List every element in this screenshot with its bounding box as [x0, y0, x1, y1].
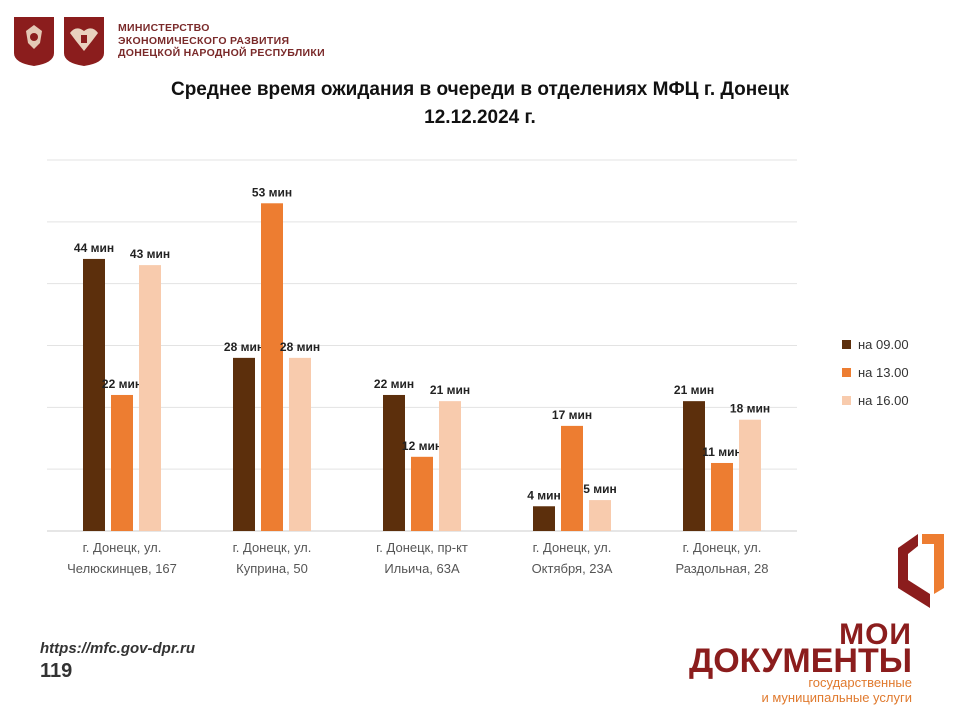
bar: [411, 456, 433, 531]
data-label: 12 мин: [402, 439, 442, 453]
category-label: Куприна, 50: [236, 561, 308, 576]
data-label: 43 мин: [130, 247, 170, 261]
category-label: Октября, 23А: [532, 561, 613, 576]
legend-label-1600: на 16.00: [858, 392, 909, 408]
category-label: г. Донецк, ул.: [83, 540, 162, 555]
legend-item-1300: на 13.00: [842, 358, 909, 386]
data-label: 5 мин: [583, 482, 617, 496]
data-label: 21 мин: [430, 383, 470, 397]
chart-title: Среднее время ожидания в очереди в отдел…: [170, 79, 790, 100]
ministry-line-1: МИНИСТЕРСТВО: [118, 22, 210, 35]
logo-subtitle-line-2: и муниципальные услуги: [761, 690, 912, 705]
data-label: 22 мин: [374, 377, 414, 391]
data-label: 53 мин: [252, 185, 292, 199]
data-label: 28 мин: [224, 340, 264, 354]
eagle-emblem-icon: [64, 17, 104, 66]
bar: [533, 506, 555, 531]
ministry-line-2: ЭКОНОМИЧЕСКОГО РАЗВИТИЯ: [118, 34, 290, 47]
logo-subtitle-line-1: государственные: [808, 675, 912, 690]
bar: [83, 258, 105, 531]
legend-item-1600: на 16.00: [842, 386, 909, 414]
logo-text-line-1: МОИ: [839, 618, 912, 651]
bar: [439, 401, 461, 531]
bar: [139, 265, 161, 531]
data-label: 11 мин: [702, 445, 742, 459]
data-label: 44 мин: [74, 241, 114, 255]
chart-subtitle: 12.12.2024 г.: [424, 107, 536, 128]
category-label: Раздольная, 28: [675, 561, 768, 576]
bar: [711, 462, 733, 531]
data-label: 4 мин: [527, 488, 561, 502]
data-label: 18 мин: [730, 402, 770, 416]
bar: [289, 357, 311, 531]
logo-subtitle: государственные и муниципальные услуги: [761, 675, 912, 705]
legend-swatch-0900: [842, 339, 851, 349]
coat-of-arms-icon: [14, 17, 54, 66]
legend-item-0900: на 09.00: [842, 330, 909, 358]
ministry-line-3: ДОНЕЦКОЙ НАРОДНОЙ РЕСПУБЛИКИ: [118, 47, 325, 60]
legend-swatch-1300: [842, 367, 851, 377]
bar: [111, 394, 133, 531]
category-label: Челюскинцев, 167: [67, 561, 177, 576]
category-label: г. Донецк, ул.: [683, 540, 762, 555]
category-label: г. Донецк, ул.: [233, 540, 312, 555]
header: МИНИСТЕРСТВО ЭКОНОМИЧЕСКОГО РАЗВИТИЯ ДОН…: [12, 14, 325, 68]
legend-label-0900: на 09.00: [858, 336, 909, 352]
legend-swatch-1600: [842, 395, 851, 405]
category-label: г. Донецк, ул.: [533, 540, 612, 555]
ministry-name: МИНИСТЕРСТВО ЭКОНОМИЧЕСКОГО РАЗВИТИЯ ДОН…: [118, 22, 325, 60]
bar: [261, 203, 283, 531]
chart-title-block: Среднее время ожидания в очереди в отдел…: [0, 76, 960, 132]
category-label: Ильича, 63А: [384, 561, 460, 576]
bar: [233, 357, 255, 531]
category-label: г. Донецк, пр-кт: [376, 540, 468, 555]
bar: [561, 425, 583, 531]
bar-chart: 44 мин 22 мин 43 мин г. Донецк, ул. Челюскин…: [47, 159, 797, 576]
bar: [683, 401, 705, 531]
page-number: 119: [40, 660, 73, 682]
bar: [383, 394, 405, 531]
legend-label-1300: на 13.00: [858, 364, 909, 380]
logo-mark-icon: [898, 534, 944, 608]
bar: [589, 500, 611, 531]
data-label: 21 мин: [674, 383, 714, 397]
website-link[interactable]: https://mfc.gov-dpr.ru: [40, 640, 195, 657]
data-label: 22 мин: [102, 377, 142, 391]
data-label: 28 мин: [280, 340, 320, 354]
logo-text-line-2: ДОКУМЕНТЫ: [688, 642, 912, 680]
chart-legend: на 09.00 на 13.00 на 16.00: [842, 330, 909, 414]
bar: [739, 419, 761, 531]
data-label: 17 мин: [552, 408, 592, 422]
moi-dokumenty-logo: МОИ ДОКУМЕНТЫ государственные и муниципа…: [689, 530, 950, 710]
